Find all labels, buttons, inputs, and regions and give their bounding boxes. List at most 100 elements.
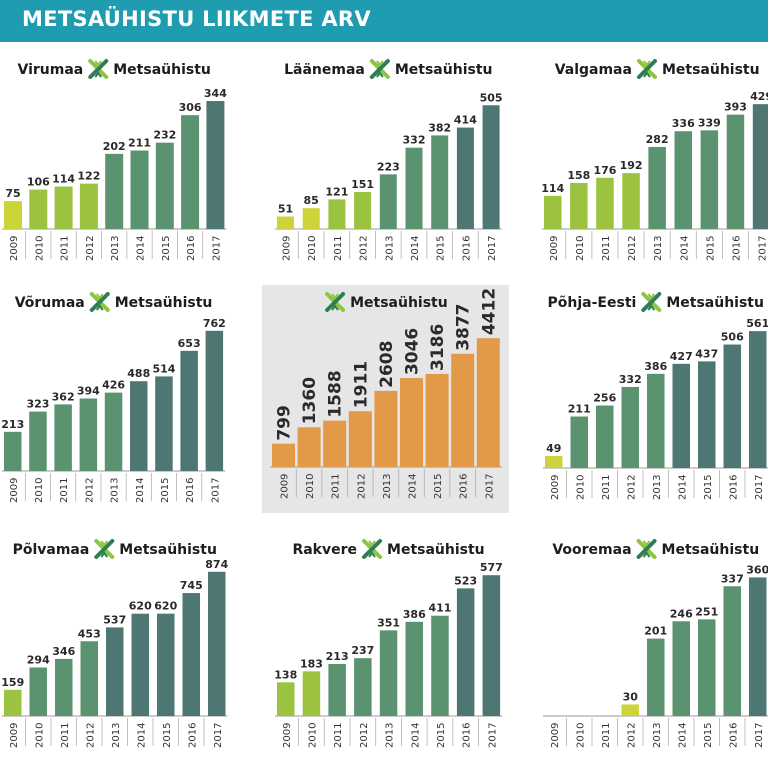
bar-2012[interactable] xyxy=(354,192,372,229)
bar-2009[interactable] xyxy=(277,682,295,716)
bar-2012[interactable] xyxy=(79,398,98,471)
tick-label-2014: 2014 xyxy=(135,478,146,503)
bar-2017[interactable] xyxy=(205,330,224,471)
bar-2015[interactable] xyxy=(425,373,449,467)
data-label-2016: 745 xyxy=(180,579,203,592)
chart-title-region: Virumaa xyxy=(18,62,84,78)
data-label-2013: 202 xyxy=(103,140,126,153)
logo-stroke xyxy=(331,304,339,311)
bar-2014[interactable] xyxy=(130,150,149,229)
bar-2011[interactable] xyxy=(328,199,346,229)
tick-label-2014: 2014 xyxy=(679,236,690,261)
bar-2016[interactable] xyxy=(181,115,200,229)
data-label-2011: 176 xyxy=(593,164,616,177)
bar-2017[interactable] xyxy=(206,101,225,229)
bar-2016[interactable] xyxy=(180,350,198,471)
bar-2016[interactable] xyxy=(451,353,475,467)
bar-2016[interactable] xyxy=(456,588,475,716)
bar-2013[interactable] xyxy=(105,153,124,229)
bar-2011[interactable] xyxy=(55,658,73,716)
bar-2014[interactable] xyxy=(672,621,691,716)
data-label-2017: 577 xyxy=(480,561,503,574)
logo-stroke xyxy=(88,59,109,79)
bar-2015[interactable] xyxy=(431,135,449,229)
bar-2015[interactable] xyxy=(155,376,173,471)
tick-label-2009: 2009 xyxy=(9,723,20,748)
chart-title: Vooremaa Metsaühistu xyxy=(552,539,759,559)
bar-2009[interactable] xyxy=(277,216,294,229)
bar-2016[interactable] xyxy=(723,344,742,468)
bar-2015[interactable] xyxy=(431,615,449,716)
bar-2011[interactable] xyxy=(54,186,73,229)
bar-2017[interactable] xyxy=(482,575,501,716)
bar-2010[interactable] xyxy=(302,671,321,716)
bar-2009[interactable] xyxy=(4,431,22,471)
bar-2016[interactable] xyxy=(726,114,745,229)
bar-2011[interactable] xyxy=(596,177,614,229)
bar-2013[interactable] xyxy=(104,392,123,471)
bar-2017[interactable] xyxy=(752,104,768,229)
bar-2009[interactable] xyxy=(4,689,22,716)
bar-2011[interactable] xyxy=(54,404,72,471)
bar-2010[interactable] xyxy=(29,189,48,229)
bar-2016[interactable] xyxy=(456,127,474,229)
data-label-2009: 49 xyxy=(546,442,561,455)
tick-label-2015: 2015 xyxy=(162,723,173,748)
tick-label-2013: 2013 xyxy=(653,236,664,261)
bar-2012[interactable] xyxy=(79,183,98,229)
bar-2015[interactable] xyxy=(698,619,716,716)
bar-2010[interactable] xyxy=(302,208,320,229)
bar-2009[interactable] xyxy=(545,456,563,468)
bar-2013[interactable] xyxy=(647,638,665,716)
tick-label-2016: 2016 xyxy=(187,723,198,748)
bar-2016[interactable] xyxy=(182,593,201,716)
logo-stroke xyxy=(94,71,103,78)
bar-2013[interactable] xyxy=(647,373,665,468)
bar-2010[interactable] xyxy=(570,183,588,229)
bar-2012[interactable] xyxy=(348,411,372,467)
bar-2017[interactable] xyxy=(476,338,500,467)
bar-2015[interactable] xyxy=(157,613,175,716)
bar-2012[interactable] xyxy=(621,704,640,716)
bar-2015[interactable] xyxy=(700,130,719,229)
bar-2012[interactable] xyxy=(622,173,640,229)
bar-2017[interactable] xyxy=(208,571,226,716)
bar-2012[interactable] xyxy=(80,641,99,716)
bar-2017[interactable] xyxy=(749,331,767,468)
bar-2017[interactable] xyxy=(482,105,500,229)
bar-2010[interactable] xyxy=(570,416,589,468)
bar-2013[interactable] xyxy=(648,146,666,229)
chart-title-brand: Metsaühistu xyxy=(350,295,448,311)
bar-2014[interactable] xyxy=(130,381,148,471)
bar-2017[interactable] xyxy=(749,577,767,716)
data-label-2011: 362 xyxy=(52,390,75,403)
tick-label-2010: 2010 xyxy=(307,236,318,261)
bar-2015[interactable] xyxy=(698,361,716,468)
bar-2010[interactable] xyxy=(29,411,47,471)
bar-2013[interactable] xyxy=(379,630,398,716)
bar-2012[interactable] xyxy=(621,386,640,468)
bar-2013[interactable] xyxy=(374,390,398,467)
tick-label-2011: 2011 xyxy=(60,236,71,261)
bar-2014[interactable] xyxy=(672,363,691,468)
bar-2012[interactable] xyxy=(354,658,372,716)
data-label-2017: 561 xyxy=(746,317,768,330)
logo-stroke xyxy=(642,551,651,558)
bar-2013[interactable] xyxy=(106,627,124,716)
bar-2010[interactable] xyxy=(29,667,48,716)
bar-2014[interactable] xyxy=(400,378,423,467)
bar-2011[interactable] xyxy=(328,664,346,716)
bar-2014[interactable] xyxy=(674,131,693,229)
bar-2013[interactable] xyxy=(379,174,397,229)
bar-2009[interactable] xyxy=(4,201,22,229)
bar-2011[interactable] xyxy=(596,405,614,468)
bar-2014[interactable] xyxy=(405,621,424,716)
bar-2009[interactable] xyxy=(544,195,562,229)
bar-2009[interactable] xyxy=(272,443,295,467)
bar-2010[interactable] xyxy=(297,427,321,467)
bar-2016[interactable] xyxy=(723,586,742,716)
bar-2011[interactable] xyxy=(323,420,347,467)
bar-2015[interactable] xyxy=(155,142,174,229)
bar-2014[interactable] xyxy=(131,613,150,716)
bar-2014[interactable] xyxy=(405,147,423,229)
